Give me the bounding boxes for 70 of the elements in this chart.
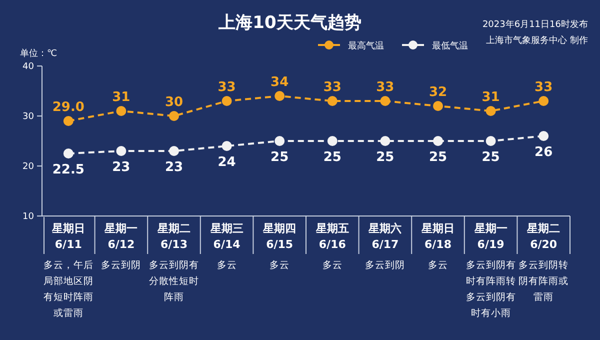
data-label: 34: [270, 75, 289, 90]
text: 多云到阴: [365, 259, 406, 271]
point: [433, 136, 443, 146]
x-tick-label: 星期日 6/11: [50, 222, 85, 251]
point: [380, 96, 390, 106]
point: [222, 141, 232, 151]
data-label: 33: [376, 80, 394, 95]
data-label: 33: [218, 80, 236, 95]
text: 多云到阴有分散性短时阵雨: [149, 259, 199, 303]
data-label: 33: [534, 80, 553, 95]
point: [274, 91, 285, 101]
text: 2023年6月11日16时发布: [482, 19, 588, 30]
text: 多云，午后局部地区阴有短时阵雨或雷雨: [43, 259, 94, 319]
data-label: 22.5: [52, 162, 84, 178]
point: [169, 146, 179, 156]
legend-label: 最低气温: [432, 40, 468, 52]
y-tick-label: 20: [22, 162, 34, 172]
point: [63, 148, 74, 158]
chart-title: 上海10天天气趋势: [218, 13, 362, 33]
data-label: 25: [270, 150, 289, 165]
x-tick-label: 星期二 6/20: [526, 222, 560, 251]
y-tick-label: 30: [22, 112, 34, 122]
data-label: 25: [428, 150, 448, 165]
data-label: 31: [482, 90, 500, 105]
data-label: 33: [323, 80, 342, 95]
point: [116, 106, 126, 116]
data-label: 25: [482, 150, 500, 165]
x-tick-label: 星期日 6/18: [420, 222, 454, 251]
point: [169, 111, 179, 121]
point: [538, 96, 549, 106]
data-label: 31: [112, 90, 130, 105]
point: [538, 131, 549, 141]
data-label: 30: [164, 95, 184, 110]
x-tick-label: 星期三 6/14: [209, 222, 244, 251]
x-tick-label: 星期一 6/19: [473, 222, 508, 251]
text: 多云: [428, 259, 448, 271]
y-axis-title: 单位：℃: [20, 48, 58, 59]
point: [63, 116, 74, 126]
point: [433, 101, 443, 111]
y-tick-label: 40: [22, 62, 34, 72]
data-label: 26: [534, 145, 553, 160]
data-label: 29.0: [52, 100, 84, 115]
point: [380, 136, 390, 146]
data-label: 23: [112, 160, 130, 175]
data-label: 23: [164, 160, 184, 175]
text: 多云到阴有时有阵雨转多云到阴有时有小雨: [466, 259, 516, 319]
text: 多云到阴: [101, 259, 142, 271]
text: 多云到阴转阴有阵雨或雷雨: [518, 259, 569, 303]
point: [486, 106, 496, 116]
point: [116, 146, 126, 156]
data-label: 25: [376, 150, 394, 165]
point: [327, 96, 338, 106]
y-tick-label: 10: [22, 212, 34, 222]
x-tick-label: 星期二 6/13: [156, 222, 190, 251]
data-label: 25: [323, 150, 342, 165]
text: 多云: [322, 259, 342, 271]
point: [327, 136, 338, 146]
legend-label: 最高气温: [348, 40, 384, 52]
point: [222, 96, 232, 106]
point: [486, 136, 496, 146]
text: 上海市气象服务中心 制作: [486, 35, 588, 46]
x-tick-label: 星期四 6/15: [262, 222, 296, 251]
text: 多云: [216, 259, 237, 271]
data-label: 24: [218, 155, 236, 170]
point: [274, 136, 285, 146]
text: 多云: [270, 259, 290, 271]
x-tick-label: 星期六 6/17: [368, 222, 402, 251]
x-tick-label: 星期五 6/16: [314, 222, 349, 251]
x-tick-label: 星期一 6/12: [104, 222, 138, 251]
data-label: 32: [428, 85, 448, 100]
